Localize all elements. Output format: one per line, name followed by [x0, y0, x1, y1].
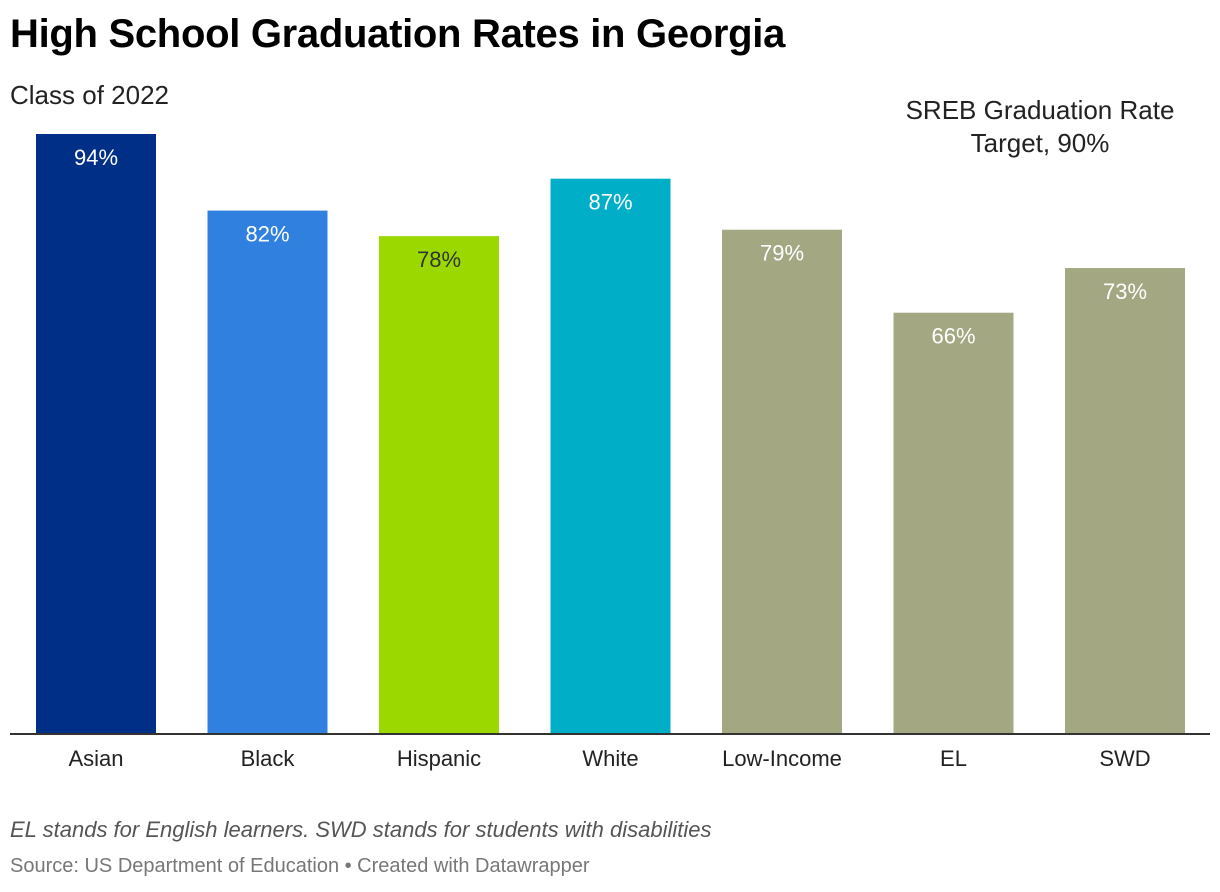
footnote: EL stands for English learners. SWD stan… [10, 817, 712, 842]
value-label-low-income: 79% [760, 241, 804, 266]
category-label-hispanic: Hispanic [397, 746, 481, 771]
value-label-white: 87% [588, 190, 632, 215]
bar-low-income [722, 229, 842, 734]
category-label-swd: SWD [1099, 746, 1150, 771]
value-label-hispanic: 78% [417, 247, 461, 272]
chart-subtitle: Class of 2022 [10, 80, 169, 110]
bar-hispanic [379, 236, 499, 734]
bar-asian [36, 134, 156, 734]
category-label-low-income: Low-Income [722, 746, 842, 771]
value-label-black: 82% [245, 222, 289, 247]
category-label-black: Black [241, 746, 296, 771]
chart-title: High School Graduation Rates in Georgia [10, 12, 786, 56]
bar-white [550, 178, 671, 734]
source-line: Source: US Department of Education • Cre… [10, 855, 590, 877]
bars-group: 94% Asian 82% Black 78% Hispanic 87% White 79% Lo… [36, 134, 1185, 771]
bar-black [207, 210, 328, 734]
value-label-swd: 73% [1103, 279, 1147, 304]
target-annotation: SREB Graduation Rate Target, 90% [905, 95, 1175, 158]
category-label-asian: Asian [68, 746, 123, 771]
value-label-el: 66% [931, 324, 975, 349]
value-label-asian: 94% [74, 145, 118, 170]
bar-swd [1065, 268, 1185, 734]
category-label-white: White [582, 746, 638, 771]
category-label-el: EL [940, 746, 967, 771]
bar-el [893, 312, 1014, 734]
